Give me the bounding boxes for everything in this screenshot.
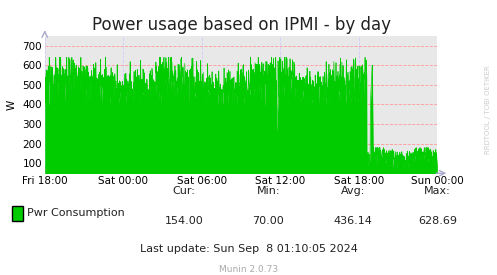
Text: 628.69: 628.69 — [418, 216, 457, 226]
Text: Last update: Sun Sep  8 01:10:05 2024: Last update: Sun Sep 8 01:10:05 2024 — [140, 244, 357, 254]
Text: Pwr Consumption: Pwr Consumption — [27, 208, 125, 218]
Text: Avg:: Avg: — [340, 186, 365, 196]
Text: 154.00: 154.00 — [165, 216, 203, 226]
Y-axis label: W: W — [7, 99, 17, 110]
Text: Cur:: Cur: — [172, 186, 195, 196]
Text: Max:: Max: — [424, 186, 451, 196]
Text: Min:: Min: — [256, 186, 280, 196]
Title: Power usage based on IPMI - by day: Power usage based on IPMI - by day — [91, 16, 391, 34]
Text: Munin 2.0.73: Munin 2.0.73 — [219, 265, 278, 274]
Text: 70.00: 70.00 — [252, 216, 284, 226]
Text: 436.14: 436.14 — [333, 216, 372, 226]
Text: RRDTOOL / TOBI OETIKER: RRDTOOL / TOBI OETIKER — [485, 66, 491, 154]
